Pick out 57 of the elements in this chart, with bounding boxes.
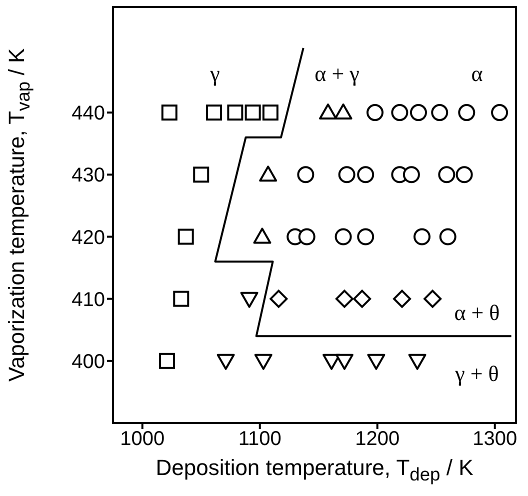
y-tick-label: 400 — [72, 351, 105, 374]
point — [439, 228, 456, 246]
x-tick-label: 1300 — [472, 428, 518, 450]
point — [334, 104, 352, 120]
point — [270, 290, 288, 308]
x-axis-title: Deposition temperature, T$_{dep}$ / K — [154, 455, 474, 486]
point — [297, 166, 314, 184]
point — [227, 104, 244, 121]
point — [254, 354, 272, 370]
point — [262, 104, 278, 121]
point — [259, 166, 278, 182]
point — [319, 104, 338, 120]
annotation: γ — [209, 61, 220, 86]
point — [424, 290, 442, 308]
point — [334, 228, 352, 246]
point — [456, 166, 473, 184]
point — [244, 104, 261, 121]
annotation: α + γ — [314, 61, 360, 86]
y-tick-label: 420 — [72, 226, 105, 249]
point — [159, 352, 176, 369]
point — [353, 290, 372, 308]
point — [402, 166, 420, 184]
point — [491, 104, 508, 122]
point — [438, 166, 456, 184]
point — [391, 104, 408, 122]
point — [240, 292, 258, 308]
point — [357, 228, 374, 246]
point — [161, 104, 178, 121]
point — [338, 166, 356, 184]
x-tick-label: 1100 — [238, 428, 282, 450]
point — [193, 166, 210, 183]
y-tick-label: 440 — [72, 102, 105, 125]
y-tick-label: 430 — [72, 164, 105, 187]
point — [206, 104, 222, 121]
x-tick-label: 1000 — [120, 428, 165, 450]
point — [414, 228, 431, 246]
point — [298, 228, 316, 246]
point — [410, 104, 427, 122]
point — [178, 228, 194, 245]
point — [216, 354, 235, 370]
point — [431, 104, 448, 122]
point — [335, 290, 354, 308]
y-tick-label: 410 — [72, 288, 105, 311]
annotation: α + θ — [454, 300, 500, 326]
point — [367, 354, 386, 370]
point — [322, 354, 341, 370]
point — [393, 290, 412, 308]
point — [335, 354, 354, 370]
point — [253, 228, 272, 244]
point — [458, 104, 476, 122]
point — [357, 166, 374, 184]
x-tick-label: 1200 — [355, 428, 400, 450]
point — [173, 290, 190, 307]
annotation: α — [471, 61, 484, 86]
annotation: γ + θ — [454, 361, 499, 386]
point — [366, 104, 384, 122]
point — [408, 354, 426, 370]
